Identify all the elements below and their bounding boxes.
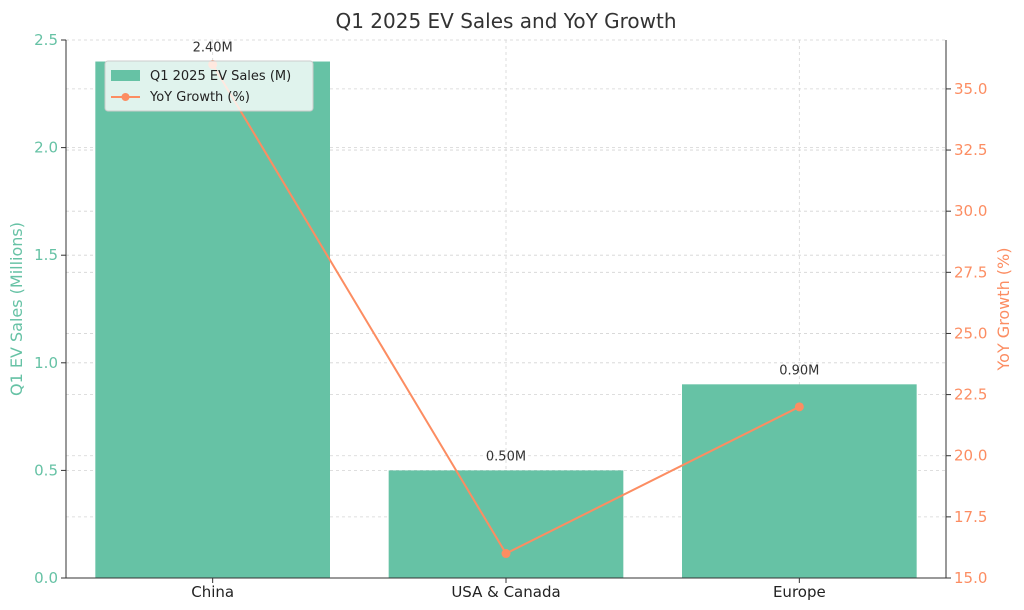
tick-label-left: 1.5 xyxy=(34,246,58,264)
tick-label-left: 2.0 xyxy=(34,139,58,157)
tick-label-right: 15.0 xyxy=(954,569,987,587)
legend-box xyxy=(104,60,314,112)
y-right-axis-label: YoY Growth (%) xyxy=(994,248,1013,372)
tick-label-right: 22.5 xyxy=(954,386,987,404)
tick-label-right: 17.5 xyxy=(954,508,987,526)
tick-label-right: 27.5 xyxy=(954,263,987,281)
legend-label-sales: Q1 2025 EV Sales (M) xyxy=(150,69,291,84)
bar xyxy=(388,470,624,578)
tick-label-right: 30.0 xyxy=(954,202,987,220)
tick-label-right: 35.0 xyxy=(954,80,987,98)
legend-swatch-sales xyxy=(111,70,140,81)
bar-value-label: 2.40M xyxy=(193,41,233,56)
y-left-axis-label: Q1 EV Sales (Millions) xyxy=(7,222,26,396)
bar xyxy=(682,384,917,578)
bars xyxy=(95,61,917,578)
tick-label-left: 2.5 xyxy=(34,31,58,49)
chart-title: Q1 2025 EV Sales and YoY Growth xyxy=(335,9,676,33)
ticks: 0.0 0.5 1.0 1.5 2.0 2.5 15.0 17.5 20.0 22.5 25.0 27… xyxy=(34,31,987,601)
legend: Q1 2025 EV Sales (M) YoY Growth (%) xyxy=(104,60,314,112)
growth-point xyxy=(501,549,511,559)
tick-label-left: 0.0 xyxy=(34,569,58,587)
legend-marker-growth xyxy=(121,93,130,101)
tick-label-x: USA & Canada xyxy=(451,583,560,601)
tick-label-x: Europe xyxy=(773,583,826,601)
tick-label-right: 25.0 xyxy=(954,324,987,342)
tick-label-left: 1.0 xyxy=(34,354,58,372)
growth-point xyxy=(794,402,804,412)
tick-label-x: China xyxy=(191,583,234,601)
bar xyxy=(95,61,330,578)
tick-label-right: 32.5 xyxy=(954,141,987,159)
data-labels: 2.40M 0.50M 0.90M xyxy=(193,41,820,465)
tick-label-left: 0.5 xyxy=(34,461,58,479)
legend-label-growth: YoY Growth (%) xyxy=(149,90,250,105)
tick-label-right: 20.0 xyxy=(954,447,987,465)
bar-value-label: 0.90M xyxy=(779,363,819,378)
bar-value-label: 0.50M xyxy=(486,449,526,464)
